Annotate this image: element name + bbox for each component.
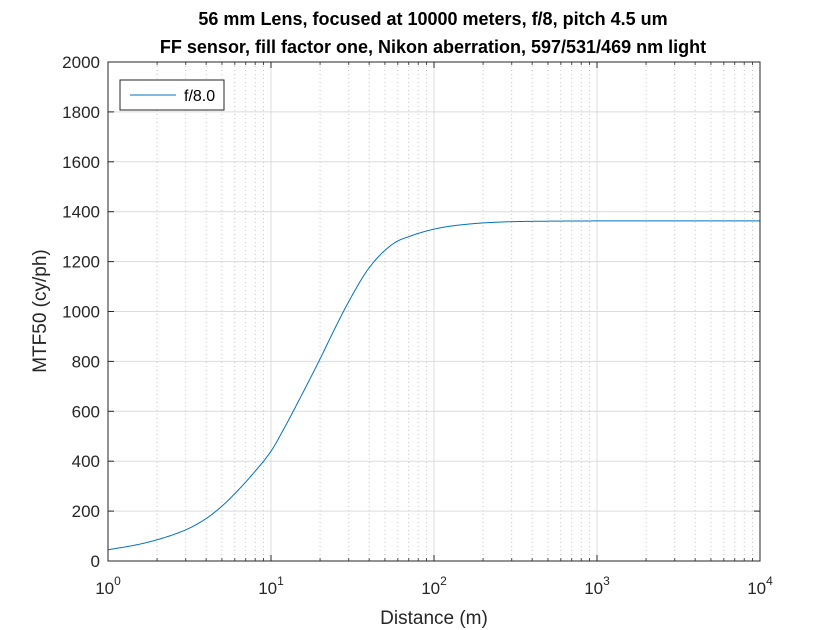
x-tick-label: 100 <box>95 574 121 598</box>
x-tick-label: 104 <box>747 574 773 598</box>
series-layer <box>107 220 760 551</box>
y-tick-label: 800 <box>72 352 100 371</box>
x-tick-labels: 100 101 102 103 104 <box>95 574 773 598</box>
y-tick-label: 2000 <box>62 53 100 72</box>
chart-subtitle: FF sensor, fill factor one, Nikon aberra… <box>160 37 706 57</box>
legend-label-f8: f/8.0 <box>184 88 215 105</box>
axis-ticks <box>107 61 761 562</box>
y-axis-label: MTF50 (cy/ph) <box>30 249 51 373</box>
x-tick-label: 102 <box>421 574 447 598</box>
y-tick-label: 200 <box>72 502 100 521</box>
y-tick-labels: 0 200 400 600 800 1000 1200 1400 1600 1800 2000 <box>62 53 100 571</box>
x-tick-label: 103 <box>584 574 610 598</box>
y-tick-label: 600 <box>72 402 100 421</box>
series-line-0 <box>107 220 760 551</box>
y-tick-label: 400 <box>72 452 100 471</box>
y-tick-label: 0 <box>91 552 100 571</box>
y-tick-label: 1400 <box>62 203 100 222</box>
y-tick-label: 1000 <box>62 303 100 322</box>
x-tick-label: 101 <box>258 574 284 598</box>
y-tick-label: 1200 <box>62 253 100 272</box>
legend: f/8.0 <box>119 79 225 111</box>
x-axis-label: Distance (m) <box>380 608 488 629</box>
y-tick-label: 1600 <box>62 153 100 172</box>
y-tick-label: 1800 <box>62 103 100 122</box>
chart-title: 56 mm Lens, focused at 10000 meters, f/8… <box>198 9 667 29</box>
